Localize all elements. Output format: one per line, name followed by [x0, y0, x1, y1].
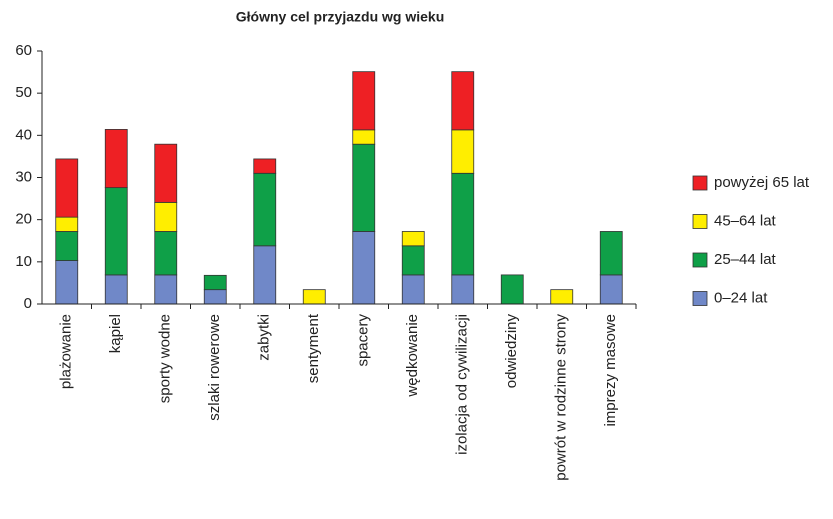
bar-segment	[451, 172, 475, 276]
x-tick-label: szlaki rowerowe	[206, 314, 223, 421]
x-tick-label: wędkowanie	[404, 314, 421, 398]
bar-segment	[550, 289, 574, 305]
x-tick-label: plażowanie	[58, 314, 75, 389]
bar-segment	[203, 289, 227, 305]
bar-segment	[55, 158, 79, 218]
bar-segment	[104, 129, 128, 189]
bar-segment	[401, 231, 425, 247]
bar-segment	[203, 274, 227, 291]
bar-segment	[352, 129, 376, 145]
bar-segment	[352, 143, 376, 232]
y-tick-label: 50	[15, 84, 32, 101]
bar-segment	[599, 231, 623, 276]
bar-segment	[401, 274, 425, 305]
bar-segment	[451, 274, 475, 305]
y-tick-label: 40	[15, 126, 32, 143]
bar-segment	[154, 274, 178, 305]
bar-segment	[55, 231, 79, 261]
x-tick-label: sentyment	[305, 313, 322, 383]
x-tick-label: sporty wodne	[157, 314, 174, 403]
bar-segment	[451, 71, 475, 131]
x-tick-label: zabytki	[256, 314, 273, 361]
bar-segment	[104, 187, 128, 276]
bar-segment	[253, 245, 277, 305]
bar-segment	[599, 274, 623, 305]
bar-segment	[352, 231, 376, 305]
x-tick-label: izolacja od cywilizacji	[454, 314, 471, 455]
bar-segment	[302, 289, 326, 305]
legend-swatch	[692, 291, 708, 306]
bar-segment	[104, 274, 128, 305]
legend-label: 25–44 lat	[714, 251, 777, 268]
x-tick-label: kąpiel	[107, 314, 124, 353]
y-tick-label: 60	[15, 42, 32, 59]
legend-swatch	[692, 175, 708, 191]
bar-segment	[500, 274, 524, 305]
bar-segment	[154, 201, 178, 232]
x-tick-label: odwiedziny	[503, 314, 520, 389]
bar-segment	[55, 260, 79, 305]
legend-label: 45–64 lat	[714, 212, 777, 229]
bar-segment	[154, 143, 178, 203]
bar-segment	[401, 245, 425, 276]
y-tick-label: 20	[15, 211, 32, 228]
bar-segment	[253, 172, 277, 247]
chart-title: Główny cel przyjazdu wg wieku	[236, 9, 445, 25]
bar-segment	[154, 231, 178, 276]
bar-segment	[451, 129, 475, 174]
bar-segment	[352, 71, 376, 131]
legend-label: 0–24 lat	[714, 289, 768, 306]
x-tick-label: powrót w rodzinne strony	[553, 314, 570, 481]
bar-segment	[55, 216, 79, 232]
x-tick-label: spacery	[355, 314, 372, 367]
legend-swatch	[692, 214, 708, 229]
legend-label: powyżej 65 lat	[714, 174, 810, 191]
legend-swatch	[692, 252, 708, 268]
x-tick-label: imprezy masowe	[602, 314, 619, 427]
y-tick-label: 0	[24, 295, 32, 312]
bar-segment	[253, 158, 277, 174]
y-tick-label: 30	[15, 168, 32, 185]
y-tick-label: 10	[15, 253, 32, 270]
